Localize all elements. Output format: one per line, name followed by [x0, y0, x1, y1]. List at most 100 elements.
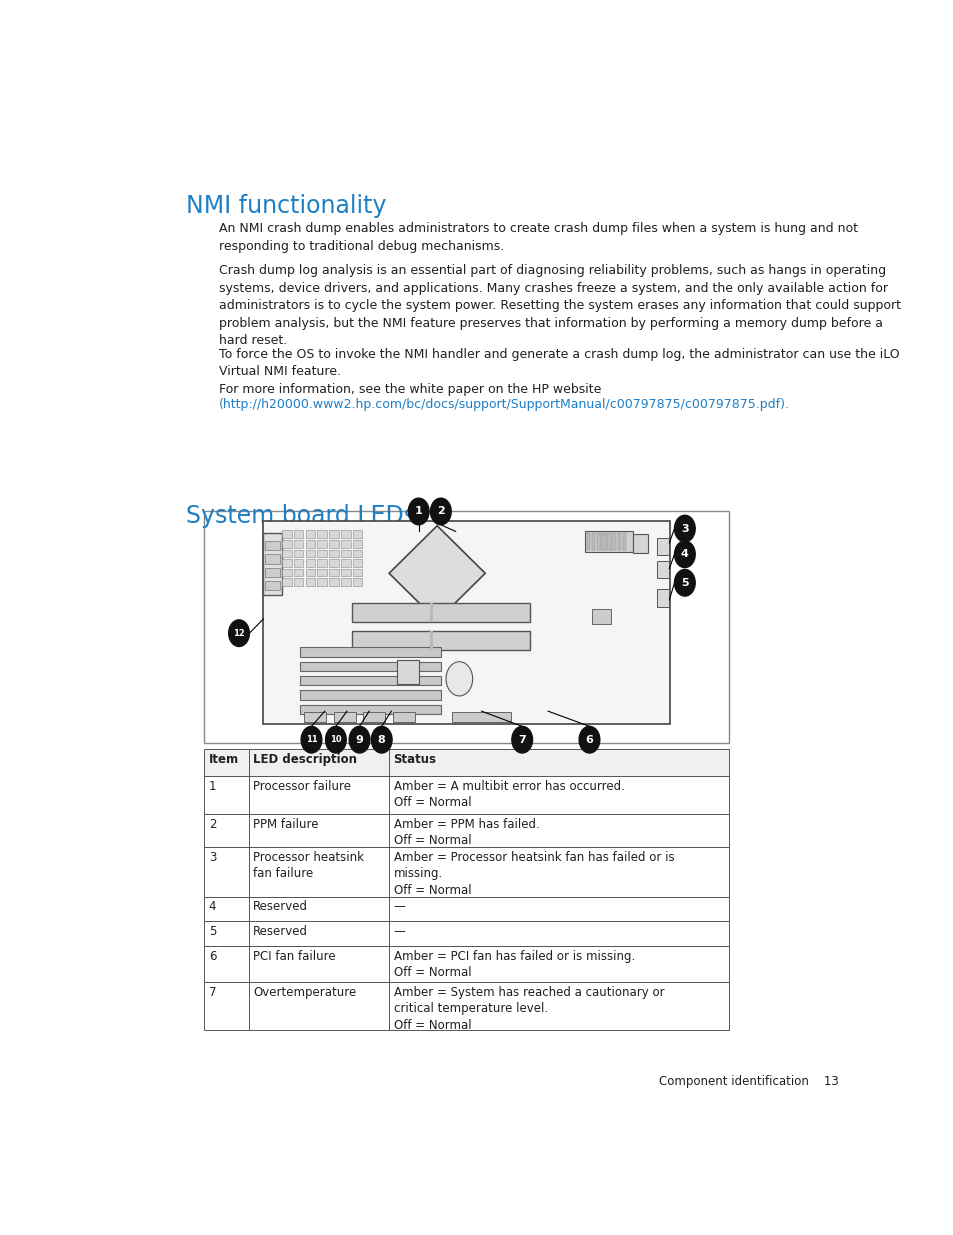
Bar — [586, 534, 590, 551]
Bar — [657, 538, 669, 556]
Bar — [282, 559, 292, 567]
Bar — [282, 550, 292, 557]
Text: 5: 5 — [680, 578, 688, 588]
Bar — [300, 704, 440, 714]
Bar — [294, 531, 303, 538]
Bar — [204, 776, 728, 814]
Bar — [305, 578, 314, 585]
Bar — [265, 580, 279, 590]
Bar — [617, 534, 620, 551]
Text: Status: Status — [394, 753, 436, 766]
Bar — [592, 609, 610, 624]
Bar — [282, 540, 292, 547]
Circle shape — [512, 726, 532, 753]
Bar — [317, 578, 327, 585]
Bar — [294, 540, 303, 547]
Circle shape — [674, 515, 695, 542]
Text: 1: 1 — [415, 506, 422, 516]
Bar — [341, 550, 351, 557]
Text: —: — — [394, 900, 405, 914]
Bar — [300, 690, 440, 700]
Bar — [452, 713, 511, 721]
Text: Processor heatsink
fan failure: Processor heatsink fan failure — [253, 851, 364, 881]
Circle shape — [325, 726, 346, 753]
Text: An NMI crash dump enables administrators to create crash dump files when a syste: An NMI crash dump enables administrators… — [219, 222, 857, 253]
Text: Amber = A multibit error has occurred.
Off = Normal: Amber = A multibit error has occurred. O… — [394, 779, 624, 809]
Text: 8: 8 — [377, 735, 385, 745]
Text: —: — — [394, 925, 405, 939]
Text: 1: 1 — [209, 779, 216, 793]
Bar — [204, 511, 728, 742]
Bar — [305, 550, 314, 557]
Circle shape — [446, 662, 472, 697]
Bar — [429, 631, 433, 651]
Text: To force the OS to invoke the NMI handler and generate a crash dump log, the adm: To force the OS to invoke the NMI handle… — [219, 348, 899, 378]
Text: 5: 5 — [209, 925, 216, 939]
Bar — [263, 534, 282, 595]
Bar — [300, 647, 440, 657]
Bar — [341, 578, 351, 585]
Circle shape — [371, 726, 392, 753]
Bar — [352, 603, 529, 621]
Bar — [304, 713, 326, 721]
Bar — [204, 750, 728, 776]
Bar — [591, 534, 595, 551]
Text: 7: 7 — [517, 735, 525, 745]
Bar — [429, 603, 433, 621]
Text: Reserved: Reserved — [253, 900, 308, 914]
Bar — [341, 568, 351, 576]
Circle shape — [408, 498, 429, 525]
Text: PPM failure: PPM failure — [253, 818, 318, 831]
Bar — [329, 540, 338, 547]
Bar — [294, 559, 303, 567]
Bar — [353, 531, 362, 538]
Text: 6: 6 — [209, 950, 216, 963]
Bar — [612, 534, 616, 551]
Text: 10: 10 — [330, 735, 341, 745]
Text: 3: 3 — [209, 851, 216, 864]
Circle shape — [578, 726, 599, 753]
Bar — [317, 568, 327, 576]
Bar — [606, 534, 610, 551]
Bar — [204, 847, 728, 897]
Bar — [204, 897, 728, 921]
Text: 7: 7 — [209, 986, 216, 999]
Bar — [263, 521, 669, 724]
Bar — [317, 550, 327, 557]
Text: Crash dump log analysis is an essential part of diagnosing reliability problems,: Crash dump log analysis is an essential … — [219, 264, 901, 347]
Bar — [317, 559, 327, 567]
Bar — [305, 568, 314, 576]
Text: Processor failure: Processor failure — [253, 779, 351, 793]
Bar — [657, 561, 669, 578]
Bar — [300, 676, 440, 685]
Bar — [341, 559, 351, 567]
Bar — [204, 921, 728, 946]
Bar — [300, 662, 440, 672]
Bar — [353, 578, 362, 585]
Bar — [265, 555, 279, 563]
Bar — [334, 713, 355, 721]
Bar — [353, 568, 362, 576]
Bar — [305, 540, 314, 547]
Bar — [282, 578, 292, 585]
Text: Amber = System has reached a cautionary or
critical temperature level.
Off = Nor: Amber = System has reached a cautionary … — [394, 986, 663, 1032]
Bar — [341, 540, 351, 547]
Bar — [329, 559, 338, 567]
Bar — [317, 540, 327, 547]
Bar — [294, 578, 303, 585]
Bar — [265, 568, 279, 577]
Bar — [305, 531, 314, 538]
Bar — [204, 982, 728, 1030]
Bar — [204, 814, 728, 847]
Circle shape — [430, 498, 451, 525]
Circle shape — [674, 541, 695, 568]
Text: System board LEDs: System board LEDs — [186, 504, 416, 527]
Bar — [601, 534, 605, 551]
Bar — [353, 559, 362, 567]
Bar — [329, 531, 338, 538]
Bar — [329, 568, 338, 576]
Bar — [294, 568, 303, 576]
Text: Amber = PCI fan has failed or is missing.
Off = Normal: Amber = PCI fan has failed or is missing… — [394, 950, 634, 979]
Text: 3: 3 — [680, 524, 688, 534]
Text: 4: 4 — [680, 550, 688, 559]
